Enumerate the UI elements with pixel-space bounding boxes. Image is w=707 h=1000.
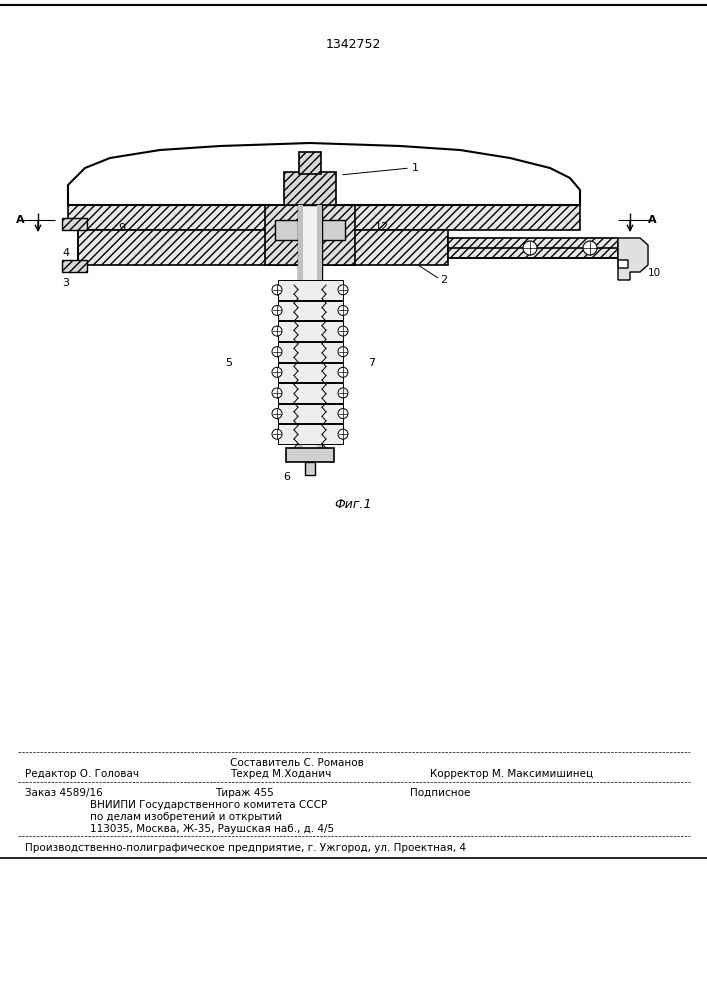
Text: 14: 14 <box>313 180 327 190</box>
Bar <box>278 404 343 423</box>
Text: Техред М.Ходанич: Техред М.Ходанич <box>230 769 332 779</box>
Circle shape <box>583 241 597 255</box>
Bar <box>278 383 343 403</box>
Text: Редактор О. Головач: Редактор О. Головач <box>25 769 139 779</box>
Bar <box>284 172 336 205</box>
Text: 2: 2 <box>440 275 447 285</box>
Bar <box>278 362 343 382</box>
Text: Тираж 455: Тираж 455 <box>215 788 274 798</box>
Bar <box>78 230 448 265</box>
Circle shape <box>272 367 282 377</box>
Circle shape <box>272 429 282 439</box>
Text: Подписное: Подписное <box>410 788 470 798</box>
Text: 10: 10 <box>648 268 661 278</box>
Circle shape <box>338 326 348 336</box>
Text: 9: 9 <box>118 223 125 233</box>
Text: 1: 1 <box>412 163 419 173</box>
Circle shape <box>338 347 348 357</box>
Bar <box>62 218 87 230</box>
Bar <box>298 205 322 455</box>
Text: Заказ 4589/16: Заказ 4589/16 <box>25 788 103 798</box>
Text: 5: 5 <box>225 358 232 368</box>
Bar <box>265 205 355 265</box>
Bar <box>278 424 343 444</box>
Bar <box>305 462 315 475</box>
Bar <box>286 448 334 462</box>
Circle shape <box>272 409 282 419</box>
Text: Составитель С. Романов: Составитель С. Романов <box>230 758 364 768</box>
Bar <box>62 260 87 272</box>
Text: Корректор М. Максимишинец: Корректор М. Максимишинец <box>430 769 593 779</box>
Text: 3: 3 <box>62 278 69 288</box>
Circle shape <box>272 388 282 398</box>
Bar <box>278 301 343 320</box>
Circle shape <box>272 347 282 357</box>
Text: 13: 13 <box>285 210 299 220</box>
Circle shape <box>523 241 537 255</box>
Text: A: A <box>16 215 24 225</box>
Circle shape <box>338 388 348 398</box>
Bar <box>317 205 322 455</box>
Text: Фиг.1: Фиг.1 <box>334 498 372 511</box>
Text: 1342752: 1342752 <box>325 38 380 51</box>
Bar <box>278 321 343 341</box>
Circle shape <box>338 305 348 315</box>
Text: 8: 8 <box>275 218 282 228</box>
Bar <box>68 205 580 230</box>
Text: A: A <box>648 215 657 225</box>
Circle shape <box>272 305 282 315</box>
Circle shape <box>338 367 348 377</box>
Text: 6: 6 <box>283 472 290 482</box>
Bar <box>298 205 303 455</box>
Bar <box>275 220 345 240</box>
Bar <box>448 238 618 258</box>
Text: 4: 4 <box>62 248 69 258</box>
Polygon shape <box>618 238 648 280</box>
Circle shape <box>272 326 282 336</box>
Text: 113035, Москва, Ж-35, Раушская наб., д. 4/5: 113035, Москва, Ж-35, Раушская наб., д. … <box>90 824 334 834</box>
Text: 12: 12 <box>375 222 389 232</box>
Bar <box>278 342 343 361</box>
Circle shape <box>338 429 348 439</box>
Bar <box>299 152 321 174</box>
Circle shape <box>272 285 282 295</box>
Bar <box>278 280 343 300</box>
Text: 7: 7 <box>368 358 375 368</box>
Circle shape <box>338 285 348 295</box>
Circle shape <box>338 409 348 419</box>
Text: 13: 13 <box>272 218 286 228</box>
Text: по делам изобретений и открытий: по делам изобретений и открытий <box>90 812 282 822</box>
Text: ВНИИПИ Государственного комитета СССР: ВНИИПИ Государственного комитета СССР <box>90 800 327 810</box>
Text: Производственно-полиграфическое предприятие, г. Ужгород, ул. Проектная, 4: Производственно-полиграфическое предприя… <box>25 843 466 853</box>
